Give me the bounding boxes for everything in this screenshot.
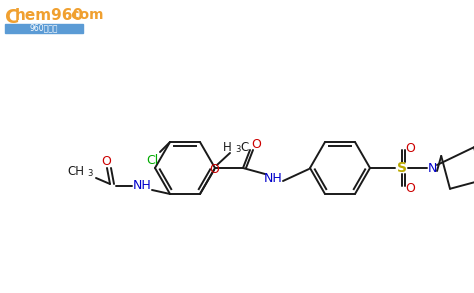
Text: N: N (428, 161, 437, 175)
Text: hem960: hem960 (15, 8, 84, 23)
Text: S: S (397, 161, 407, 175)
Text: C: C (240, 142, 248, 154)
Text: Cl: Cl (146, 154, 158, 166)
Text: 3: 3 (235, 146, 240, 154)
Text: NH: NH (133, 180, 151, 193)
Text: C: C (5, 8, 19, 27)
Text: H: H (223, 142, 232, 154)
Text: O: O (251, 137, 261, 151)
Text: O: O (405, 142, 415, 154)
Bar (5, 24, 83, 33)
Text: .com: .com (67, 8, 104, 22)
Text: O: O (405, 181, 415, 195)
Text: 3: 3 (87, 169, 92, 178)
Text: NH: NH (264, 171, 283, 185)
Text: O: O (209, 163, 219, 176)
Text: O: O (101, 156, 111, 168)
Text: CH: CH (67, 166, 84, 178)
Text: 960化工网: 960化工网 (30, 23, 58, 33)
